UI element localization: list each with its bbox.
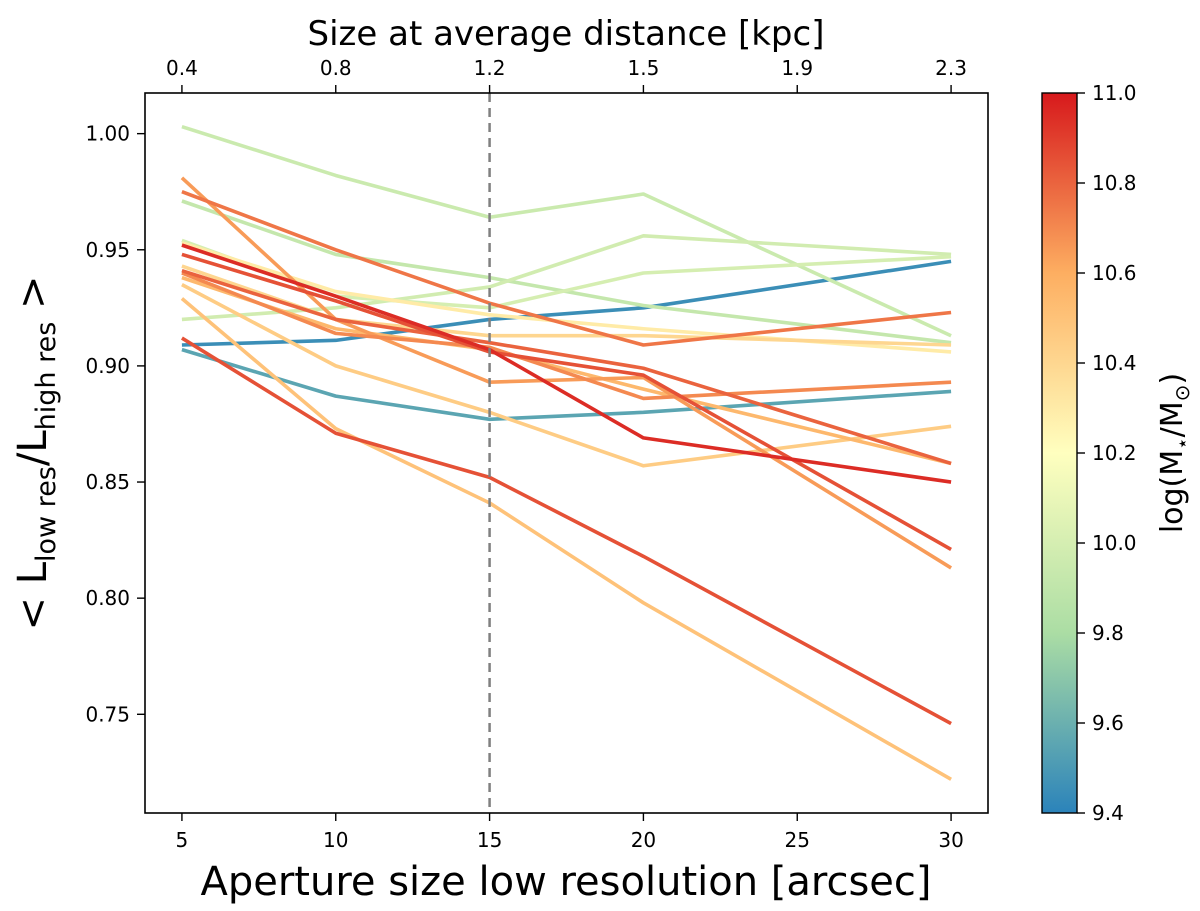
y-tick-label: 0.85 — [85, 470, 130, 494]
y-ticks: 0.75 0.80 0.85 0.90 0.95 1.00 — [85, 122, 145, 726]
top-x-tick-label: 2.3 — [935, 56, 967, 80]
cbar-label-end: ) — [1155, 373, 1190, 385]
x-tick-label: 30 — [938, 828, 963, 852]
x-tick-label: 10 — [323, 828, 348, 852]
top-x-tick-label: 0.4 — [166, 56, 198, 80]
colorbar-tick-label: 10.2 — [1092, 441, 1137, 465]
top-x-tick-label: 1.2 — [474, 56, 506, 80]
top-x-ticks: 0.4 0.8 1.2 1.5 1.9 2.3 — [166, 56, 967, 93]
cbar-label-mid: /M — [1155, 401, 1190, 437]
y-label-prefix: < L — [10, 561, 56, 630]
cbar-label-sub-sun: ⊙ — [1170, 385, 1194, 402]
y-axis-label: < Llow res/Lhigh res > — [10, 275, 62, 630]
series-line — [181, 238, 952, 310]
y-tick-label: 0.90 — [85, 354, 130, 378]
series-line — [181, 252, 952, 551]
series-line — [181, 259, 952, 347]
colorbar — [1041, 92, 1078, 814]
colorbar-ticks: 9.4 9.6 9.8 10.0 10.2 10.4 10.6 10.8 11.0 — [1077, 81, 1137, 825]
y-tick-label: 0.95 — [85, 238, 130, 262]
x-ticks: 5 10 15 20 25 30 — [176, 813, 964, 852]
y-label-mid: /L — [10, 430, 56, 466]
y-label-sub-high: high res — [31, 322, 62, 431]
x-tick-label: 15 — [477, 828, 502, 852]
series-layer — [180, 124, 953, 781]
top-x-axis-label: Size at average distance [kpc] — [308, 14, 825, 54]
series-line — [181, 241, 952, 354]
series-line — [180, 336, 952, 726]
series-line — [181, 271, 952, 401]
top-x-tick-label: 1.5 — [628, 56, 660, 80]
colorbar-tick-label: 10.0 — [1092, 531, 1137, 555]
top-x-tick-label: 0.8 — [320, 56, 352, 80]
cbar-label-main: log(M — [1155, 450, 1190, 533]
x-tick-label: 20 — [631, 828, 656, 852]
top-x-tick-label: 1.9 — [781, 56, 813, 80]
y-tick-label: 0.80 — [85, 586, 130, 610]
x-tick-label: 25 — [785, 828, 810, 852]
colorbar-tick-label: 10.4 — [1092, 351, 1137, 375]
colorbar-tick-label: 10.8 — [1092, 171, 1137, 195]
x-axis-label: Aperture size low resolution [arcsec] — [200, 859, 931, 905]
colorbar-tick-label: 10.6 — [1092, 261, 1137, 285]
y-tick-label: 0.75 — [85, 702, 130, 726]
colorbar-tick-label: 9.8 — [1092, 621, 1124, 645]
colorbar-tick-label: 9.6 — [1092, 711, 1124, 735]
y-label-sub-low: low res — [31, 466, 62, 562]
y-tick-label: 1.00 — [85, 122, 130, 146]
plot-frame — [144, 92, 989, 814]
y-label-suffix: > — [10, 275, 56, 321]
series-line — [181, 347, 952, 422]
colorbar-label: log(M⋆/M⊙) — [1155, 373, 1194, 533]
colorbar-tick-label: 11.0 — [1092, 81, 1137, 105]
series-line — [181, 268, 952, 466]
x-tick-label: 5 — [176, 828, 189, 852]
colorbar-tick-label: 9.4 — [1092, 801, 1124, 825]
cbar-label-sub-star: ⋆ — [1170, 437, 1194, 450]
